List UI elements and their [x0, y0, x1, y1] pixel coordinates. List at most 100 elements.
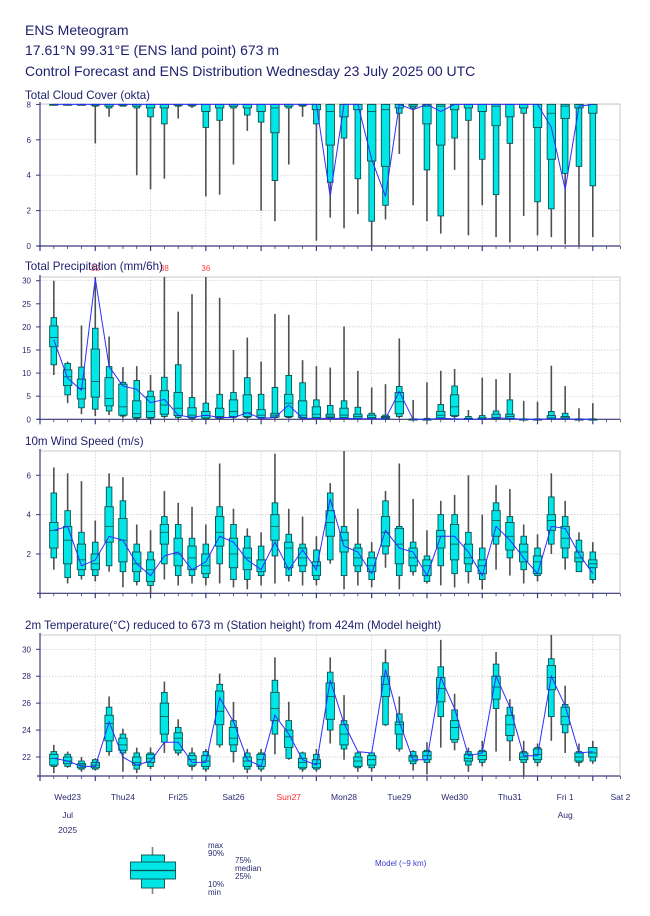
forecast-subtitle: Control Forecast and ENS Distribution We… — [25, 63, 475, 79]
box-p25-p75 — [477, 103, 487, 112]
box-p25-p75 — [90, 553, 100, 571]
ensemble-box — [505, 373, 515, 420]
box-p25-p75 — [519, 543, 529, 563]
box-p25-p75 — [159, 702, 170, 735]
y-tick-label: 24 — [22, 726, 31, 735]
box-p25-p75 — [215, 690, 225, 726]
box-p25-p75 — [228, 726, 239, 746]
box-p25-p75 — [270, 514, 280, 541]
x-day-label: Sun27 — [276, 792, 301, 802]
ensemble-box — [118, 728, 128, 772]
box-p25-p75 — [519, 103, 529, 109]
ensemble-box — [311, 366, 322, 420]
box-p25-p75 — [187, 407, 197, 418]
y-tick-label: 2 — [27, 550, 32, 559]
x-month-label: Jul — [62, 810, 73, 820]
x-day-label: Mon28 — [331, 792, 357, 802]
box-p25-p75 — [394, 392, 404, 415]
ensemble-box — [560, 103, 570, 245]
box-p25-p75 — [49, 325, 59, 348]
ensemble-box — [270, 657, 280, 755]
ensemble-box — [159, 277, 170, 419]
box-p10-p90 — [506, 399, 514, 420]
x-day-label: Fri25 — [169, 792, 189, 802]
box-p25-p75 — [560, 525, 570, 549]
legend-label-p75: 75% — [235, 856, 251, 865]
x-day-label: Thu24 — [111, 792, 135, 802]
box-p25-p75 — [380, 103, 391, 167]
box-p25-p75 — [242, 103, 252, 109]
ensemble-box — [394, 463, 404, 590]
box-p25-p75 — [449, 720, 460, 740]
box-p25-p75 — [367, 557, 377, 573]
legend-label-median: median — [235, 864, 261, 873]
ensemble-box — [367, 542, 377, 588]
box-p25-p75 — [256, 409, 266, 418]
box-p25-p75 — [284, 541, 294, 569]
box-p10-p90 — [589, 103, 597, 187]
x-year-label: 2025 — [58, 825, 77, 835]
ensemble-box — [145, 374, 156, 420]
box-p25-p75 — [353, 756, 363, 767]
y-tick-label: 30 — [22, 277, 31, 286]
y-tick-label: 26 — [22, 699, 31, 708]
ensemble-box — [215, 463, 225, 584]
ensemble-box — [297, 751, 308, 772]
box-p25-p75 — [463, 103, 474, 109]
box-p25-p75 — [519, 752, 529, 761]
legend-label-p10: 10% — [208, 880, 224, 889]
box-p10-p90 — [216, 393, 223, 419]
ensemble-box — [297, 516, 308, 586]
box-p25-p75 — [325, 510, 335, 537]
x-day-label: Sat 2 — [611, 792, 631, 802]
y-tick-label: 4 — [27, 171, 32, 180]
box-p25-p75 — [339, 724, 349, 746]
ensemble-box — [546, 473, 556, 554]
y-tick-label: 5 — [27, 392, 32, 401]
y-tick-label: 0 — [27, 415, 32, 424]
ensemble-box — [297, 360, 308, 420]
y-tick-label: 15 — [22, 346, 31, 355]
ensemble-box — [118, 367, 128, 419]
box-p25-p75 — [339, 407, 349, 418]
chart-temperature: 22 24 26 28 30 2m Temperature(°C) reduced to … — [22, 619, 621, 781]
box-p10-p90 — [133, 380, 140, 419]
box-p25-p75 — [505, 103, 515, 118]
box-p25-p75 — [449, 103, 460, 111]
box-p25-p75 — [311, 406, 322, 418]
box-p25-p75 — [297, 547, 308, 567]
ensemble-box — [505, 103, 515, 243]
ensemble-box — [132, 366, 142, 420]
box-p25-p75 — [394, 527, 404, 565]
box-p25-p75 — [560, 103, 570, 120]
x-axis-labels: Wed23 Thu24 Fri25 Sat26 Sun27 Mon28 Tue29 Wed30… — [54, 792, 630, 835]
ensemble-box — [449, 368, 460, 419]
chart-title: Total Precipitation (mm/6h) — [25, 260, 163, 273]
y-tick-label: 28 — [22, 672, 31, 681]
chart-precipitation: 0 5 10 15 20 25 30 32 38 36 Total Precipitation (m… — [22, 260, 621, 425]
box-p25-p75 — [90, 348, 100, 398]
ensemble-box — [394, 338, 404, 419]
ensemble-box — [436, 103, 446, 234]
box-p25-p75 — [242, 547, 252, 571]
ensemble-box — [159, 491, 170, 580]
ensemble-box — [256, 532, 266, 586]
box-p10-p90 — [354, 103, 362, 180]
box-p25-p75 — [491, 103, 501, 127]
legend-label-p25: 25% — [235, 872, 251, 881]
box-p25-p75 — [270, 103, 280, 134]
box-p25-p75 — [394, 721, 404, 735]
box-p25-p75 — [449, 394, 460, 417]
box-p25-p75 — [49, 522, 59, 549]
ensemble-box — [90, 758, 100, 771]
box-p25-p75 — [228, 537, 239, 569]
box-p10-p90 — [575, 103, 583, 167]
control-forecast-line — [53, 103, 593, 197]
y-tick-label: 0 — [27, 242, 32, 251]
box-p25-p75 — [422, 103, 432, 125]
box-p25-p75 — [159, 390, 170, 415]
box-p25-p75 — [173, 732, 183, 751]
y-tick-label: 8 — [27, 100, 32, 109]
box-p10-p90 — [478, 103, 486, 160]
box-p25-p75 — [546, 103, 556, 160]
